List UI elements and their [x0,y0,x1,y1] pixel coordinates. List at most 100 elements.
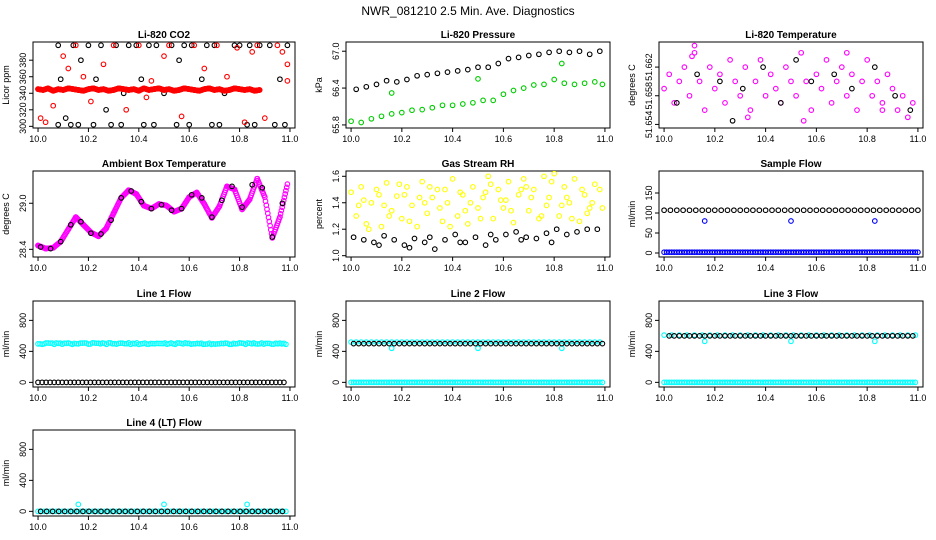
data-point [168,207,175,214]
data-point [80,73,87,80]
data-point [439,218,446,225]
data-point [279,200,286,207]
data-point [144,508,150,515]
data-point [376,191,382,198]
data-point [838,207,845,214]
data-point [62,115,69,121]
data-point [75,501,82,508]
data-point [576,218,583,225]
data-point [832,207,839,214]
data-point [65,65,72,72]
data-point [146,508,153,515]
data-point [241,119,248,126]
data-point [790,332,797,338]
data-point [86,508,92,515]
data-point [368,115,375,122]
y-tick-label: 800 [18,442,28,457]
data-point [249,181,256,188]
data-point [100,86,107,92]
data-point [464,221,471,227]
data-point [83,508,90,515]
data-point [908,207,915,214]
data-point [907,107,914,113]
data-point [475,205,481,211]
data-point [249,508,256,515]
x-tick-label: 11.0 [282,522,299,532]
data-point [705,207,712,214]
data-point [584,210,591,217]
data-point [277,379,283,386]
plot-frame [658,170,924,258]
data-point [406,218,413,225]
x-tick-label: 10.4 [130,263,148,273]
data-point [548,239,555,246]
data-point [140,202,147,209]
data-point [78,218,84,225]
data-point [684,332,690,338]
data-point [414,72,420,79]
data-point [77,508,84,515]
data-point [284,181,291,187]
data-point [808,107,815,113]
data-point [60,53,67,59]
data-point [146,42,152,49]
data-point [870,207,877,214]
data-point [348,189,354,196]
y-axis-label: kPa [314,77,324,93]
data-point [843,92,850,99]
data-point [673,207,680,214]
data-point [813,71,820,78]
data-point [37,508,44,515]
panel-title: Line 1 Flow [137,289,192,300]
data-point [378,223,385,230]
data-point [470,99,476,106]
data-point [55,508,62,515]
data-point [262,340,269,347]
chart-panel-5: Gas Stream RH percent 10.0 10.2 10.4 10.6 10.8… [314,159,613,273]
data-point [67,379,74,386]
data-point [591,181,598,188]
data-point [213,508,219,515]
x-tick-label: 10.6 [180,134,198,144]
chart-panel-6: Sample Flow ml/min 10.0 10.2 10.4 10.6 10.8 11.… [627,159,926,273]
x-tick-label: 10.4 [757,134,775,144]
x-tick-label: 11.0 [909,134,926,144]
data-point [558,345,565,352]
data-point [902,207,909,214]
data-point [214,341,221,347]
data-point [864,207,871,214]
data-point [800,117,807,124]
data-point [772,85,779,92]
y-tick-label: 340 [18,86,28,101]
data-point [140,508,147,515]
y-axis-label: ml/min [1,331,11,358]
data-point [249,49,256,55]
data-point [284,78,291,84]
y-tick-label: 67.0 [331,42,341,60]
data-point [696,78,703,85]
x-tick-label: 10.8 [858,263,876,273]
data-point [70,42,77,49]
x-tick-label: 10.6 [808,263,826,273]
data-point [571,176,578,182]
data-point [280,197,287,204]
data-point [724,207,731,214]
data-point [879,100,886,106]
data-point [546,49,552,56]
data-point [762,92,769,99]
data-point [273,508,280,515]
data-point [216,86,223,92]
data-point [475,345,481,352]
data-point [497,197,504,203]
data-point [43,340,49,346]
data-point [246,197,252,204]
data-point [548,178,555,185]
y-tick-label: 400 [18,344,28,359]
data-point [447,223,453,230]
data-point [360,236,367,243]
data-point [599,81,606,88]
data-point [561,184,568,190]
data-point [237,508,243,515]
data-point [711,85,718,92]
data-point [706,64,713,70]
